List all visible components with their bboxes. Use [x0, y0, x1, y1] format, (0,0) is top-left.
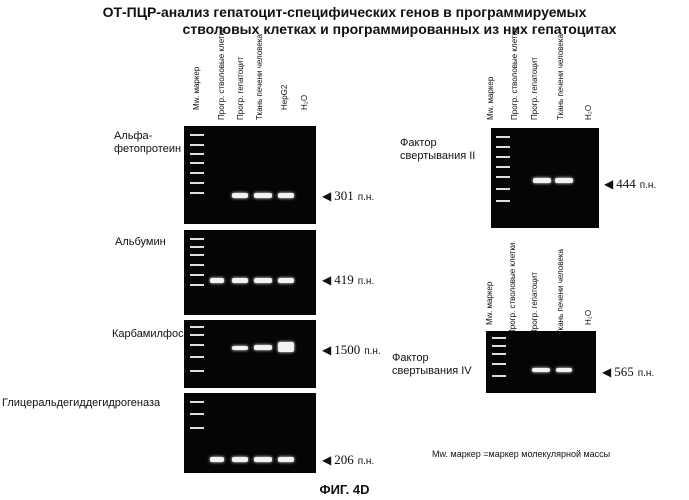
band — [278, 457, 294, 462]
figure-label: ФИГ. 4D — [0, 482, 689, 497]
lane-label: Mw. маркер — [192, 67, 201, 110]
lane-label: Прогр. стволовые клетки — [508, 242, 517, 335]
band — [232, 278, 248, 283]
band — [210, 457, 224, 462]
band — [254, 193, 272, 198]
lane-label: HepG2 — [280, 85, 289, 110]
gel-f4 — [486, 331, 596, 393]
gel-afp — [184, 126, 316, 224]
size-label-gapdh: ◀206п.н. — [322, 452, 374, 468]
band — [254, 457, 272, 462]
gel-f2 — [491, 128, 599, 228]
band — [254, 278, 272, 283]
band — [533, 178, 551, 183]
band — [254, 345, 272, 350]
band — [232, 457, 248, 462]
gel-alb — [184, 230, 316, 315]
gene-label-afp: Альфа-фетопротеин — [114, 130, 184, 156]
lane-label: Ткань печени человека — [255, 34, 264, 120]
lane-label: Прогр. гепатоцит — [236, 57, 245, 120]
title-line-1: ОТ-ПЦР-анализ гепатоцит-специфических ге… — [0, 4, 689, 21]
band — [555, 178, 573, 183]
band — [232, 193, 248, 198]
size-label-cps: ◀1500п.н. — [322, 342, 381, 358]
gene-label-alb: Альбумин — [115, 236, 166, 249]
lane-label: Ткань печени человека — [556, 249, 565, 335]
lane-label: Mw. маркер — [485, 282, 494, 325]
figure-title: ОТ-ПЦР-анализ гепатоцит-специфических ге… — [0, 4, 689, 38]
gel-cps — [184, 320, 316, 388]
lane-label: Ткань печени человека — [556, 34, 565, 120]
lane-label: Прогр. стволовые клетки — [217, 27, 226, 120]
gene-label-f2: Фактор свертывания II — [400, 137, 490, 163]
band — [278, 278, 294, 283]
lane-label: H₂O — [300, 95, 309, 110]
legend: Mw. маркер =маркер молекулярной массы — [432, 449, 610, 459]
lane-label: Mw. маркер — [486, 77, 495, 120]
band — [278, 342, 294, 352]
lane-label: H₂O — [584, 105, 593, 120]
lane-label: Прогр. гепатоцит — [530, 57, 539, 120]
lane-label: Прогр. гепатоцит — [530, 272, 539, 335]
band — [232, 346, 248, 350]
band — [210, 278, 224, 283]
lane-label: Прогр. стволовые клетки — [510, 27, 519, 120]
size-label-f2: ◀444п.н. — [604, 176, 656, 192]
size-label-f4: ◀565п.н. — [602, 364, 654, 380]
gel-gapdh — [184, 393, 316, 473]
size-label-afp: ◀301п.н. — [322, 188, 374, 204]
band — [556, 368, 572, 372]
band — [532, 368, 550, 372]
gene-label-gapdh: Глицеральдегиддегидрогеназа — [2, 397, 160, 410]
title-line-2: стволовых клетках и программированных из… — [0, 21, 689, 38]
gene-label-f4: Фактор свертывания IV — [392, 352, 482, 378]
band — [278, 193, 294, 198]
size-label-alb: ◀419п.н. — [322, 272, 374, 288]
lane-label: H₂O — [584, 310, 593, 325]
